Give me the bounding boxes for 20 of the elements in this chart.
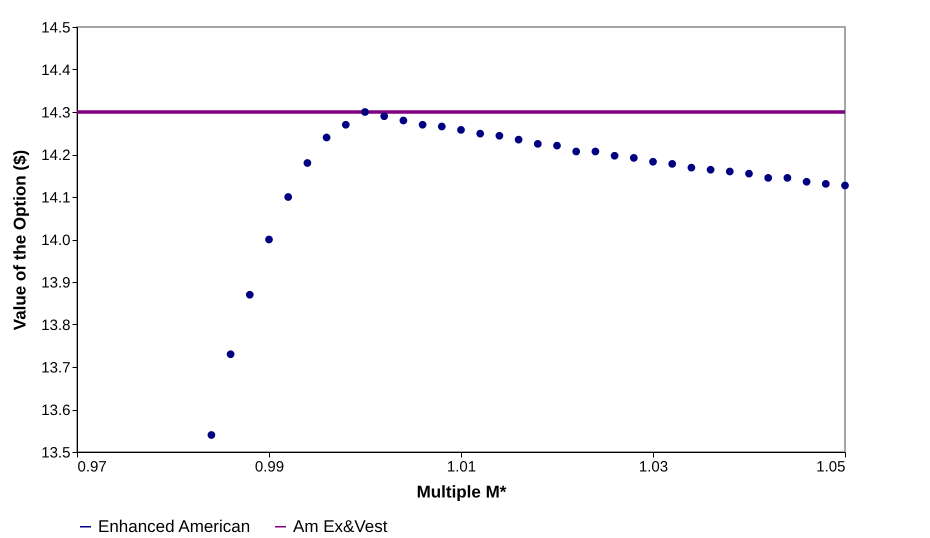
x-tick-label: 0.97 xyxy=(78,458,107,476)
y-axis-title: Value of the Option ($) xyxy=(10,150,30,330)
y-tick-label: 14.5 xyxy=(41,20,70,36)
x-tick-label: 1.05 xyxy=(816,458,846,476)
y-tick-label: 13.8 xyxy=(41,317,70,334)
x-axis-title: Multiple M* xyxy=(416,482,507,502)
y-tick-label: 13.7 xyxy=(41,360,70,376)
y-tick-label: 13.5 xyxy=(41,444,70,462)
y-tick-label: 14.0 xyxy=(41,232,70,249)
y-tick-label: 13.6 xyxy=(41,402,70,419)
y-tick-label: 14.1 xyxy=(41,190,70,206)
y-tick-label: 14.4 xyxy=(41,62,70,79)
legend-label: Am Ex&Vest xyxy=(293,516,388,536)
legend-label: Enhanced American xyxy=(98,516,250,536)
y-tick-label: 14.2 xyxy=(41,147,70,164)
x-tick-label: 1.03 xyxy=(638,458,668,476)
y-tick-label: 13.9 xyxy=(41,274,70,292)
x-tick-label: 1.01 xyxy=(446,458,476,476)
x-tick-label: 0.99 xyxy=(254,458,284,476)
y-tick-label: 14.3 xyxy=(41,104,70,122)
